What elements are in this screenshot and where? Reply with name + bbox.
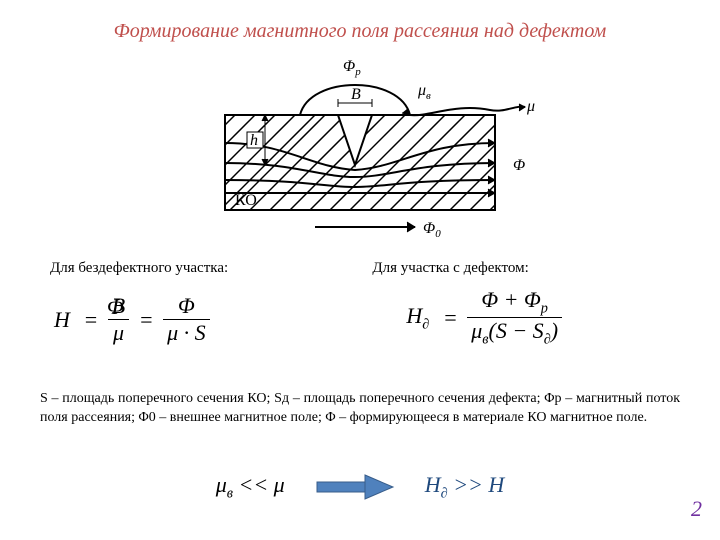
label-h: h: [250, 132, 258, 149]
relation-left: μв << μ: [216, 472, 285, 502]
page-title: Формирование магнитного поля рассеяния н…: [0, 20, 720, 43]
label-phi0: Φ0: [423, 220, 441, 240]
relation-right: H∂ >> H: [425, 472, 505, 502]
title-text: Формирование магнитного поля рассеяния н…: [114, 20, 607, 42]
col-right-heading: Для участка с дефектом:: [372, 260, 670, 277]
label-phi: Φ: [513, 157, 525, 174]
label-b: В: [351, 86, 361, 103]
col-with-defect: Для участка с дефектом: H∂ = Φ + Φp μв(S…: [372, 260, 670, 349]
col-left-heading: Для бездефектного участка:: [50, 260, 348, 277]
label-ko: КО: [235, 192, 257, 209]
arrow-icon: [315, 472, 395, 502]
formula-no-defect: H = Bμ = Φμ · S Φ: [50, 293, 210, 346]
overlay-phi: Φ: [107, 294, 124, 320]
legend-text: S – площадь поперечного сечения КО; Sд –…: [40, 390, 680, 428]
label-mu-v: μв: [417, 82, 431, 102]
bottom-relations: μв << μ H∂ >> H: [0, 472, 720, 502]
diagram-svg: Φp В μв μ h Φ КО Φ0: [175, 55, 545, 245]
magnetic-field-diagram: Φp В μв μ h Φ КО Φ0: [175, 55, 545, 245]
formula-with-defect: H∂ = Φ + Φp μв(S − S∂): [402, 287, 670, 349]
col-no-defect: Для бездефектного участка: H = Bμ = Φμ ·…: [50, 260, 348, 349]
formula-columns: Для бездефектного участка: H = Bμ = Φμ ·…: [50, 260, 670, 349]
label-mu: μ: [526, 98, 535, 115]
label-phi-p: Φp: [343, 58, 361, 78]
page-number: 2: [691, 496, 702, 522]
